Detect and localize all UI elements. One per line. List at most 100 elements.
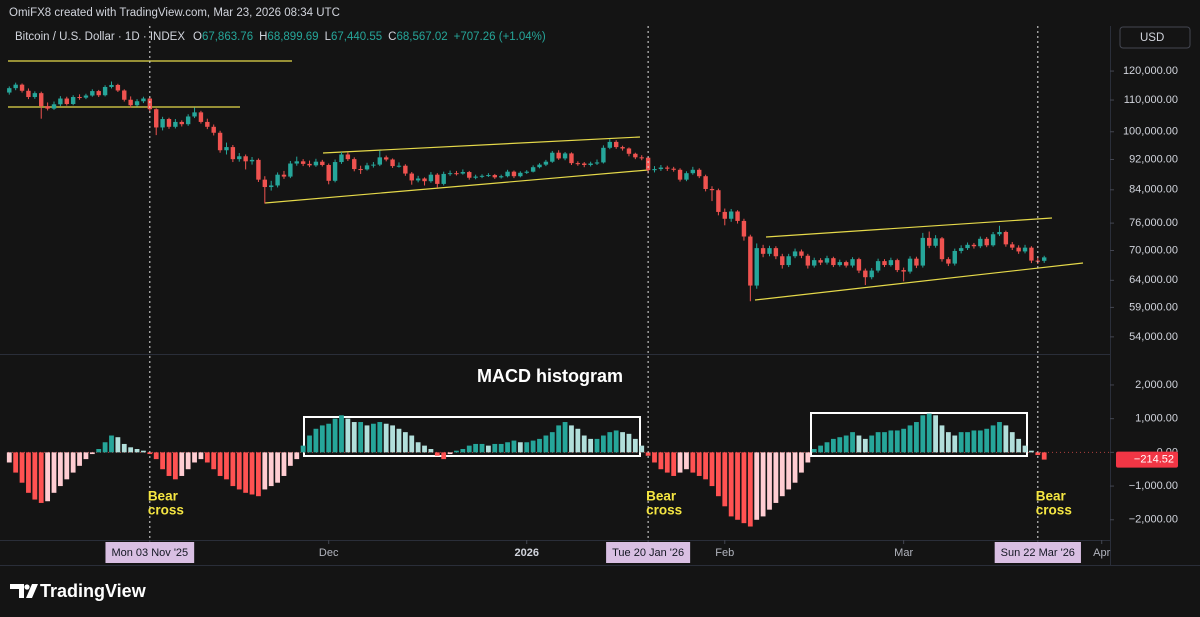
histogram-bar [358,422,364,453]
candle-body [185,116,191,125]
candle-body [946,259,951,264]
histogram-bar [313,428,319,453]
candle-body [396,165,402,167]
histogram-bar [102,442,108,453]
candle-body [473,176,478,178]
highlight-boxes [303,412,1028,457]
histogram-bar [473,443,479,453]
candle-body [665,167,670,169]
histogram-bar [575,428,581,453]
candle-body [230,147,236,160]
candle-body [358,169,363,171]
histogram-bar [914,422,919,453]
x-tick-highlight [105,542,195,563]
candle-body [773,248,779,257]
candle-body [352,159,357,170]
candle-body [722,211,727,219]
candle-body [741,220,747,237]
candle-body [652,169,657,171]
histogram-bar [805,452,811,463]
candle-body [1016,247,1021,252]
histogram-bar [786,452,792,490]
x-tick-label: Mon 03 Nov '25 [111,547,188,559]
histogram-bar [185,452,191,470]
candle-body [13,84,18,89]
histogram-bar [281,452,287,476]
candle-body [96,91,101,96]
histogram-bar [511,440,517,453]
candle-body [530,167,536,172]
histogram-bar [715,452,721,497]
logo-icon [10,584,38,598]
histogram-bar [287,452,293,466]
legend-key: L [325,31,332,43]
histogram-bar [454,450,459,453]
candle-body [198,112,204,122]
candle-body [933,238,938,246]
histogram-bar [754,452,760,520]
histogram-bar [722,452,728,507]
histogram-bar [64,452,70,480]
histogram-bar [466,445,472,453]
histogram-bar [875,432,881,453]
candle-body [403,165,408,174]
candle-body [626,148,632,154]
histogram-bar [172,452,178,480]
candle-body [326,164,331,181]
candle-body [332,162,338,181]
candle-body [435,174,440,184]
candle-body [390,159,395,167]
candle-body [154,109,159,128]
candle-body [518,172,523,177]
histogram-bar [409,435,415,453]
candle-body [294,161,299,164]
histogram-bar [728,452,734,517]
bear-cross-label: cross [148,503,184,518]
currency[interactable]: USD [1140,32,1164,44]
histogram-bar [664,452,670,473]
candle-body [45,106,50,109]
histogram-bar [160,452,165,470]
y-tick-label: −2,000.00 [1129,514,1178,526]
candle-body [799,251,804,256]
histogram-bar [952,435,958,453]
candle-body [173,121,178,127]
candle-body [224,147,229,151]
candle-body [460,172,466,174]
candle-body [824,258,830,263]
candle-body [588,163,593,165]
candle-body [320,161,325,165]
histogram-bar [460,449,466,453]
histogram-bar [767,452,772,510]
candle-body [550,152,555,162]
candle-body [415,178,421,181]
histogram-bar [1029,450,1034,453]
histogram-bar [971,430,977,453]
histogram-bar [364,425,370,453]
candle-body [697,169,702,177]
histogram-bar [607,432,613,453]
currency-button[interactable] [1119,26,1191,49]
candle-body [754,248,759,286]
candle-body [575,163,581,165]
candle-body [39,93,44,107]
candle-body [569,153,574,164]
y-tick-label: 100,000.00 [1123,126,1178,138]
histogram-bar [1035,452,1041,456]
candle-body [256,159,261,180]
candle-body [901,270,906,272]
histogram-bar [977,430,983,453]
candle-body [83,95,89,98]
candle-body [128,99,133,106]
histogram-bar [256,452,261,497]
y-tick-label: −1,000.00 [1129,480,1178,492]
bear-cross-label: cross [646,503,682,518]
candle-body [812,260,817,266]
histogram-bar [709,452,715,487]
x-tick-label: Apr [1093,547,1110,559]
histogram-bar [339,415,344,453]
candle-body [288,163,293,177]
candle-body [594,162,600,164]
candle-body [409,173,414,181]
histogram-bar [632,438,638,453]
